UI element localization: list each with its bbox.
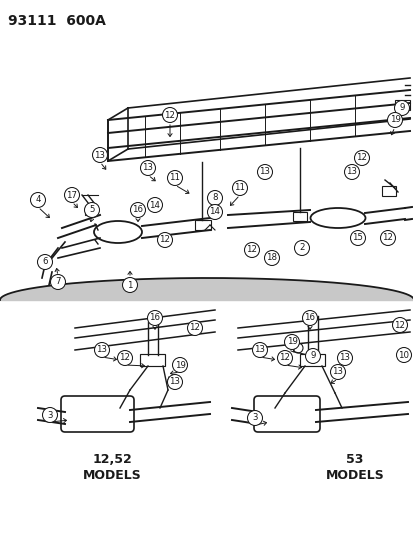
Circle shape [117,351,132,366]
Circle shape [92,148,107,163]
Text: 8: 8 [212,193,217,203]
Circle shape [147,311,162,326]
Text: 13: 13 [94,150,105,159]
Circle shape [167,375,182,390]
Text: 7: 7 [55,278,61,287]
Circle shape [207,190,222,206]
Circle shape [392,318,406,333]
Text: 13: 13 [339,353,350,362]
Text: 16: 16 [304,313,315,322]
Circle shape [380,230,394,246]
Text: 6: 6 [42,257,47,266]
Circle shape [302,311,317,326]
Text: 12: 12 [164,110,175,119]
Circle shape [244,243,259,257]
Text: 14: 14 [149,200,160,209]
Text: 16: 16 [132,206,143,214]
Circle shape [344,165,358,180]
Text: 13: 13 [142,164,153,173]
Text: 12: 12 [394,320,404,329]
Circle shape [31,192,45,207]
Text: 13: 13 [332,367,343,376]
Circle shape [257,165,272,180]
Text: 53
MODELS: 53 MODELS [325,453,383,482]
Text: 12,52
MODELS: 12,52 MODELS [83,453,141,482]
Text: 13: 13 [346,167,357,176]
Text: 9: 9 [310,351,315,360]
Circle shape [354,150,369,166]
Text: 11: 11 [169,174,180,182]
Text: 12: 12 [189,324,200,333]
Circle shape [187,320,202,335]
Circle shape [305,349,320,364]
Text: 12: 12 [356,154,367,163]
Circle shape [130,203,145,217]
Circle shape [157,232,172,247]
Circle shape [350,230,365,246]
Circle shape [38,254,52,270]
Circle shape [396,348,411,362]
Circle shape [162,108,177,123]
Circle shape [140,160,155,175]
Circle shape [84,203,99,217]
Text: 12: 12 [119,353,130,362]
Circle shape [277,351,292,366]
Text: 93111  600A: 93111 600A [8,14,106,28]
Text: 13: 13 [96,345,107,354]
Circle shape [43,408,57,423]
Text: 1: 1 [127,280,133,289]
Text: 12: 12 [159,236,170,245]
Text: 10: 10 [398,351,408,359]
Circle shape [64,188,79,203]
Circle shape [387,112,401,127]
Circle shape [94,343,109,358]
Text: 16: 16 [149,313,160,322]
Text: 4: 4 [35,196,40,205]
Text: 18: 18 [266,254,277,262]
Circle shape [167,171,182,185]
Text: 3: 3 [47,410,52,419]
Text: 12: 12 [246,246,257,254]
Circle shape [337,351,351,366]
Text: 13: 13 [259,167,270,176]
Circle shape [172,358,187,373]
Circle shape [294,240,309,255]
Circle shape [50,274,65,289]
Circle shape [147,198,162,213]
Circle shape [284,335,299,350]
Circle shape [232,181,247,196]
Text: 13: 13 [254,345,265,354]
Circle shape [247,410,262,425]
Text: 9: 9 [399,103,404,112]
Text: 14: 14 [209,207,220,216]
Text: 17: 17 [66,190,77,199]
Circle shape [264,251,279,265]
Circle shape [207,205,222,220]
Text: 12: 12 [382,233,392,243]
Text: 2: 2 [299,244,304,253]
Text: 13: 13 [169,377,180,386]
Circle shape [330,365,345,379]
Text: 3: 3 [252,414,257,423]
Text: 12: 12 [279,353,290,362]
Circle shape [252,343,267,358]
Text: 15: 15 [351,233,363,243]
Text: 19: 19 [286,337,297,346]
Circle shape [122,278,137,293]
Text: 5: 5 [89,206,95,214]
Circle shape [394,101,408,116]
Text: 19: 19 [174,360,185,369]
Text: 19: 19 [389,116,399,125]
Text: 11: 11 [234,183,245,192]
